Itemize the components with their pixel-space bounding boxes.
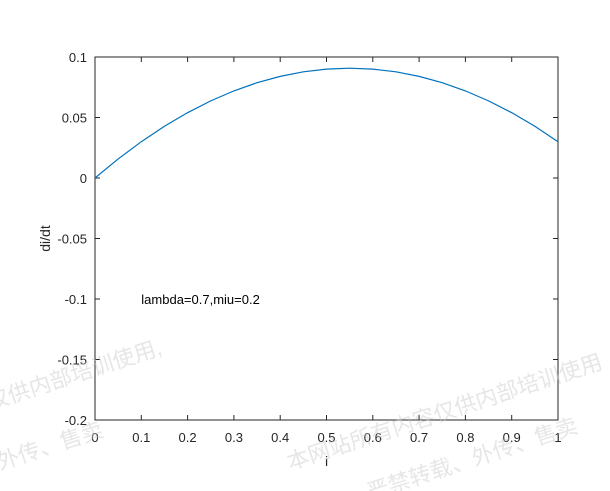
x-tick-label: 0.2 — [179, 430, 197, 445]
y-tick-label: 0 — [80, 171, 87, 186]
x-tick-label: 0.8 — [456, 430, 474, 445]
plot-area — [94, 56, 559, 421]
y-axis-label: di/dt — [37, 225, 53, 252]
y-tick-label: -0.15 — [57, 353, 87, 368]
x-tick-label: 0.9 — [503, 430, 521, 445]
x-tick-label: 0.1 — [132, 430, 150, 445]
y-tick-label: -0.1 — [65, 292, 87, 307]
x-tick-label: 1 — [554, 430, 561, 445]
annotation-text: lambda=0.7,miu=0.2 — [141, 292, 260, 307]
x-tick-label: 0.5 — [317, 430, 335, 445]
y-tick-label: -0.2 — [65, 413, 87, 428]
series-line — [94, 67, 559, 179]
y-axis: -0.2 -0.15 -0.1 -0.05 0 0.05 0.1 — [57, 50, 558, 428]
x-tick-label: 0.4 — [271, 430, 289, 445]
x-tick-label: 0 — [91, 430, 98, 445]
y-tick-label: 0.05 — [62, 111, 87, 126]
x-tick-label: 0.7 — [410, 430, 428, 445]
x-tick-label: 0.3 — [225, 430, 243, 445]
watermark-line-2: 外传、售卖 — [0, 417, 106, 475]
y-tick-label: -0.05 — [57, 232, 87, 247]
y-tick-label: 0.1 — [69, 50, 87, 65]
x-axis: 0 0.1 0.2 0.3 0.4 0.5 0.6 0.7 0.8 0.9 1 — [91, 57, 562, 445]
x-axis-label: i — [325, 453, 328, 469]
x-tick-label: 0.6 — [364, 430, 382, 445]
